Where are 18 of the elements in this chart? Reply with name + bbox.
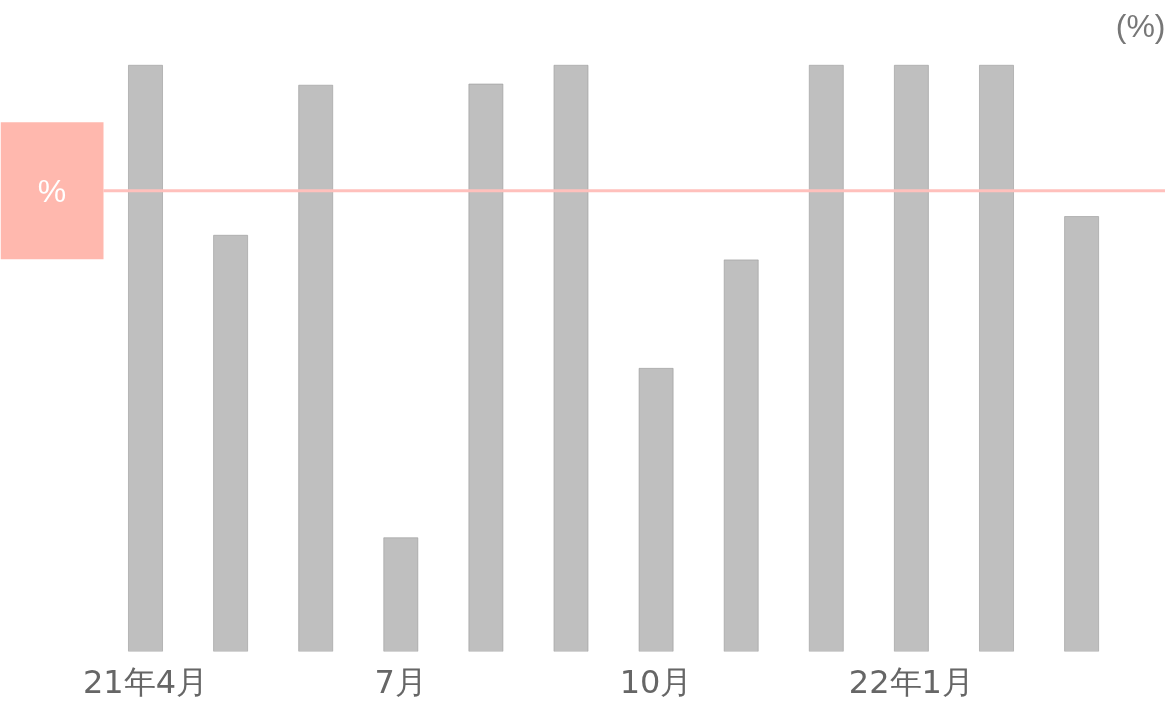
- bar: [213, 234, 248, 652]
- bar: [128, 64, 163, 652]
- bar: [383, 537, 419, 652]
- bar: [553, 64, 589, 652]
- bar: [468, 83, 504, 652]
- bar: [808, 64, 844, 652]
- y-axis-title: (%): [1115, 7, 1166, 44]
- bar: [638, 368, 674, 652]
- x-tick-label: 7月: [374, 662, 427, 701]
- x-tick-label: 10月: [619, 662, 693, 701]
- bar: [1064, 216, 1099, 652]
- bar: [298, 84, 334, 652]
- x-tick-label: 21年4月: [82, 662, 209, 701]
- x-tick-label: 22年1月: [848, 662, 974, 701]
- bar: [894, 64, 929, 652]
- bar: [979, 64, 1014, 652]
- bar: [723, 259, 759, 652]
- ref-line-label: %: [37, 172, 67, 209]
